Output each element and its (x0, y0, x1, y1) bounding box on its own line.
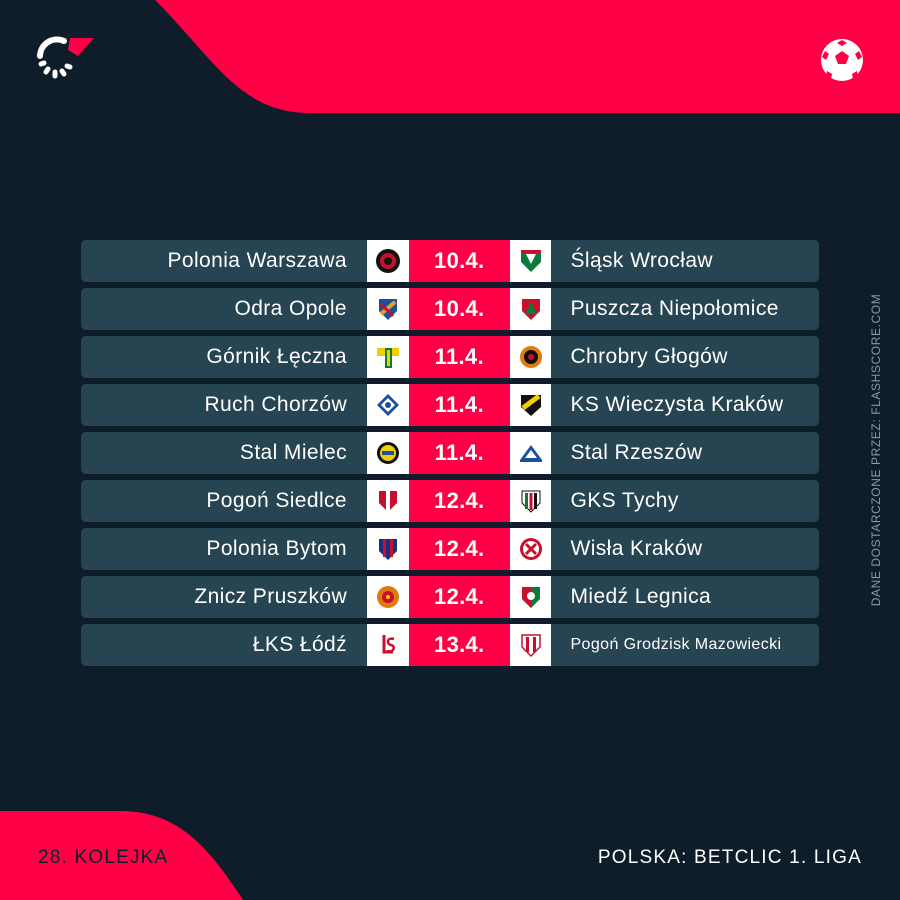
fixture-row: Ruch Chorzów 11.4. KS Wieczysta Kraków (81, 384, 820, 426)
away-team: Stal Rzeszów (551, 432, 820, 474)
away-crest-miedz-legnica-icon (509, 576, 552, 618)
away-team: Pogoń Grodzisk Mazowiecki (551, 624, 820, 666)
away-crest-stal-rzeszow-icon (509, 432, 552, 474)
fixture-row: Pogoń Siedlce 12.4. GKS Tychy (81, 480, 820, 522)
away-crest-wisla-krakow-icon (509, 528, 552, 570)
home-team: Górnik Łęczna (81, 336, 368, 378)
away-crest-slask-wroclaw-icon (509, 240, 552, 282)
home-team: Pogoń Siedlce (81, 480, 368, 522)
away-team: Miedź Legnica (551, 576, 820, 618)
home-crest-stal-mielec-icon (367, 432, 409, 474)
home-crest-odra-opole-icon (367, 288, 409, 330)
match-date: 11.4. (408, 336, 510, 378)
away-crest-ks-wieczysta-krakow-icon (509, 384, 552, 426)
away-team: GKS Tychy (551, 480, 820, 522)
football-icon (821, 39, 863, 81)
match-date: 12.4. (408, 528, 510, 570)
fixture-row: Odra Opole 10.4. Puszcza Niepołomice (81, 288, 820, 330)
home-crest-polonia-warszawa-icon (367, 240, 409, 282)
home-team: Polonia Warszawa (81, 240, 368, 282)
data-source-note: DANE DOSTARCZONE PRZEZ: FLASHSCORE.COM (869, 293, 883, 607)
match-date: 10.4. (408, 240, 510, 282)
home-crest-pogon-siedlce-icon (367, 480, 409, 522)
away-team: Chrobry Głogów (551, 336, 820, 378)
home-crest-ruch-chorzow-icon (367, 384, 409, 426)
fixtures-list: Polonia Warszawa 10.4. Śląsk Wrocław Odr… (81, 240, 820, 672)
match-date: 13.4. (408, 624, 510, 666)
fixture-row: Polonia Warszawa 10.4. Śląsk Wrocław (81, 240, 820, 282)
fixture-row: Górnik Łęczna 11.4. Chrobry Głogów (81, 336, 820, 378)
away-team: KS Wieczysta Kraków (551, 384, 820, 426)
fixture-row: Stal Mielec 11.4. Stal Rzeszów (81, 432, 820, 474)
home-crest-znicz-pruszkow-icon (367, 576, 409, 618)
fixture-row: ŁKS Łódź 13.4. Pogoń Grodzisk Mazowiecki (81, 624, 820, 666)
away-crest-pogon-grodzisk-mazowiecki-icon (509, 624, 552, 666)
home-team: Stal Mielec (81, 432, 368, 474)
league-label: POLSKA: BETCLIC 1. LIGA (597, 847, 862, 868)
away-team: Wisła Kraków (551, 528, 820, 570)
round-label: 28. KOLEJKA (38, 847, 169, 868)
away-crest-chrobry-glogow-icon (509, 336, 552, 378)
flashscore-logo-icon (37, 36, 94, 79)
home-team: Ruch Chorzów (81, 384, 368, 426)
home-team: Odra Opole (81, 288, 368, 330)
match-date: 12.4. (408, 480, 510, 522)
home-crest-polonia-bytom-icon (367, 528, 409, 570)
home-team: Polonia Bytom (81, 528, 368, 570)
fixture-row: Polonia Bytom 12.4. Wisła Kraków (81, 528, 820, 570)
match-date: 10.4. (408, 288, 510, 330)
away-crest-puszcza-niepolomice-icon (509, 288, 552, 330)
match-date: 11.4. (408, 384, 510, 426)
home-team: Znicz Pruszków (81, 576, 368, 618)
away-team: Śląsk Wrocław (551, 240, 820, 282)
away-crest-gks-tychy-icon (509, 480, 552, 522)
home-team: ŁKS Łódź (81, 624, 368, 666)
away-team: Puszcza Niepołomice (551, 288, 820, 330)
fixture-row: Znicz Pruszków 12.4. Miedź Legnica (81, 576, 820, 618)
match-date: 12.4. (408, 576, 510, 618)
match-date: 11.4. (408, 432, 510, 474)
home-crest-lks-lodz-icon (367, 624, 409, 666)
home-crest-gornik-leczna-icon (367, 336, 409, 378)
